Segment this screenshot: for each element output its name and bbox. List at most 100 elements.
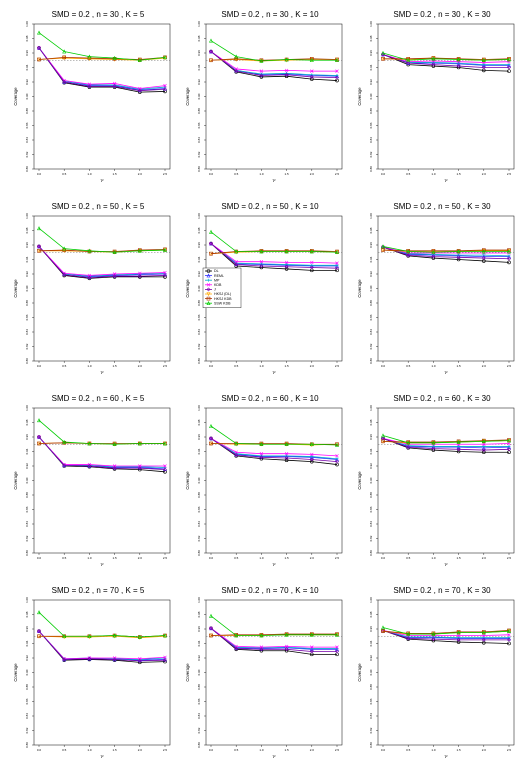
y-tick-label: 0.98 [197,419,201,425]
data-point [163,247,167,252]
series-line [382,630,510,636]
x-tick-label: 1.5 [457,364,462,368]
panel-title: SMD = 0.2 , n = 50 , K = 10 [221,202,319,211]
series-line [210,438,338,457]
chart-panel: SMD = 0.2 , n = 30 , K = 5 0.80 0.82 0.84 0.… [13,10,171,183]
data-point [335,645,339,649]
chart-panel: SMD = 0.2 , n = 30 , K = 30 0.80 0.82 0.84 0… [357,10,515,183]
y-tick-label: 1.00 [369,405,373,411]
panel-title: SMD = 0.2 , n = 30 , K = 5 [52,10,145,19]
x-tick-label: 1.0 [431,556,436,560]
data-point [137,58,142,63]
x-tick-label: 0.0 [37,172,42,176]
data-point [406,58,411,63]
data-point [259,58,264,63]
series-line [210,627,337,650]
data-point [87,249,92,254]
data-point [62,246,67,251]
legend-marker [207,278,210,282]
y-tick-label: 0.82 [369,343,373,349]
y-tick-label: 0.80 [369,742,373,748]
data-point [163,247,167,252]
x-tick-label: 2.5 [335,172,340,176]
data-point [507,57,511,62]
x-tick-label: 2.5 [163,748,168,752]
series-line [38,436,166,471]
legend-marker [206,292,211,297]
series-hksj-dl [37,634,167,640]
data-point [335,250,339,255]
y-tick-label: 0.94 [369,256,373,262]
y-axis-label: Coverage [357,279,362,298]
chart-panel: SMD = 0.2 , n = 50 , K = 5 0.80 0.82 0.84 0.… [13,202,171,375]
series-j [209,49,339,80]
x-tick-label: 1.0 [431,748,436,752]
y-tick-label: 0.82 [369,727,373,733]
legend-label: HKSJ KDB [214,297,232,301]
series-j [381,245,511,261]
y-tick-label: 0.84 [197,521,201,527]
series-line [210,231,338,253]
data-point [431,56,436,61]
data-point [62,635,67,640]
series-hksj-kdb [209,249,339,256]
y-tick-label: 0.82 [197,535,201,541]
x-tick-label: 2.5 [163,172,168,176]
series-line [382,438,510,449]
y-tick-label: 0.90 [25,285,29,291]
data-point [309,649,314,654]
y-tick-label: 0.98 [369,419,373,425]
y-tick-label: 0.96 [25,434,29,440]
data-point [163,441,167,446]
x-tick-label: 2.0 [138,556,143,560]
data-point [37,629,41,634]
data-point [62,49,67,54]
series-j [37,435,167,472]
data-point [309,249,314,254]
data-point [259,632,264,637]
data-point [309,265,314,270]
data-point [335,268,339,273]
series-line [38,436,166,468]
series-line [210,627,337,648]
data-point [507,56,511,61]
data-point [37,610,41,615]
x-axis-label: τ² [444,178,448,183]
x-tick-label: 0.5 [406,172,411,176]
y-tick-label: 0.80 [369,550,373,556]
y-tick-label: 0.86 [25,506,29,512]
data-point [381,629,385,633]
series-ssw-kdb [209,229,339,255]
series-line [38,246,166,279]
y-tick-label: 0.96 [197,242,201,248]
data-point [481,439,486,444]
x-tick-label: 0.5 [62,364,67,368]
series-ssw-kdb [209,38,339,63]
data-point [209,626,213,631]
data-point [112,634,117,639]
data-point [284,442,289,447]
y-tick-label: 0.90 [25,669,29,675]
y-tick-label: 1.00 [369,213,373,219]
data-point [456,257,461,262]
data-point [431,59,436,63]
data-point [234,259,238,264]
data-point [456,630,461,634]
data-point [310,260,314,265]
y-tick-label: 0.98 [25,611,29,617]
data-point [87,464,92,468]
y-tick-label: 0.98 [197,35,201,41]
y-tick-label: 0.94 [197,64,201,70]
x-tick-label: 2.0 [310,364,315,368]
data-point [87,273,92,278]
y-tick-label: 0.80 [25,358,29,364]
data-point [507,438,511,443]
data-point [431,440,436,444]
x-tick-label: 2.0 [310,556,315,560]
y-tick-label: 0.98 [369,611,373,617]
data-point [309,75,314,79]
data-point [234,69,239,74]
y-tick-label: 0.94 [197,448,201,454]
series-line [210,615,337,636]
x-tick-label: 1.5 [457,748,462,752]
